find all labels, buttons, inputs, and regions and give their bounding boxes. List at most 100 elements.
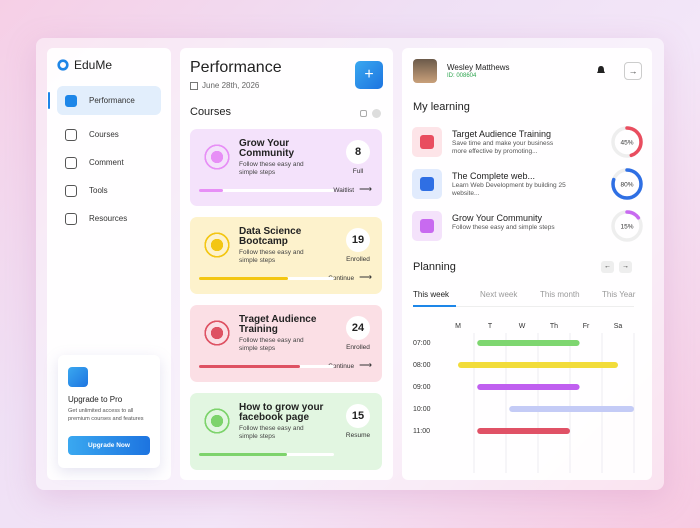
nav-item[interactable]: Courses <box>57 120 161 149</box>
progress-track <box>199 189 334 192</box>
tab[interactable]: This Year <box>602 290 636 299</box>
sidebar: EduMe Performance Courses Comment Tools Reso… <box>47 48 171 480</box>
event-bar[interactable] <box>477 428 570 434</box>
learning-icon-glyph <box>420 177 434 191</box>
course-title: Data Science Bootcamp <box>239 226 302 247</box>
time-label: 07:00 <box>413 340 431 347</box>
nav-item[interactable]: Performance <box>48 86 161 115</box>
active-indicator <box>48 92 50 109</box>
prev-button[interactable]: ← <box>601 261 614 273</box>
time-label: 09:00 <box>413 384 431 391</box>
next-button[interactable]: → <box>619 261 632 273</box>
nav-label: Comment <box>89 158 124 167</box>
course-card[interactable]: Grow Your Community Follow these easy and… <box>190 129 382 206</box>
learning-title[interactable]: The Complete web... <box>452 171 536 181</box>
crown-icon <box>68 367 88 387</box>
action-label: Continue <box>328 275 355 282</box>
nav-icon <box>65 94 77 107</box>
learning-desc: Save time and make your business more ef… <box>452 140 554 155</box>
calendar-icon <box>190 82 198 90</box>
time-label: 10:00 <box>413 406 431 413</box>
nav-item[interactable]: Comment <box>57 148 161 177</box>
course-desc: Follow these easy and simple steps <box>239 425 304 440</box>
add-button[interactable]: + <box>355 61 383 89</box>
course-card[interactable]: Data Science Bootcamp Follow these easy a… <box>190 217 382 294</box>
app-window: EduMe Performance Courses Comment Tools Reso… <box>36 38 664 490</box>
course-action[interactable]: Waitlist ⟶ <box>333 184 372 195</box>
day-label: Sa <box>614 323 623 330</box>
list-view[interactable] <box>372 109 381 118</box>
action-label: Waitlist <box>333 187 355 194</box>
day-label: M <box>455 323 461 330</box>
courses-title: Courses <box>190 106 231 118</box>
course-action[interactable]: Continue ⟶ <box>328 272 372 283</box>
upgrade-text: Get unlimited access to all premium cour… <box>68 408 144 422</box>
course-status: Full <box>352 168 364 175</box>
nav-label: Courses <box>89 130 119 139</box>
progress-track <box>199 277 334 280</box>
nav-icon <box>65 128 77 141</box>
learning-title[interactable]: Grow Your Community <box>452 213 543 223</box>
course-count: 19 <box>346 228 370 252</box>
action-arrow: ⟶ <box>359 272 372 282</box>
upgrade-button[interactable]: Upgrade Now <box>68 436 150 455</box>
ring-value <box>611 168 643 200</box>
event-bar[interactable] <box>477 384 580 390</box>
course-card[interactable]: How to grow your facebook page Follow the… <box>190 393 382 470</box>
logout-button[interactable]: → <box>624 62 642 80</box>
learning-icon-glyph <box>420 135 434 149</box>
nav-label: Tools <box>89 186 108 195</box>
ring-value <box>611 126 643 158</box>
course-title: How to grow your facebook page <box>239 402 324 423</box>
tab[interactable]: This week <box>413 290 450 299</box>
event-bar[interactable] <box>458 362 618 368</box>
tab[interactable]: Next week <box>480 290 518 299</box>
day-label: W <box>519 323 526 330</box>
day-label: Th <box>550 323 558 330</box>
course-illustration <box>200 140 234 174</box>
action-arrow: ⟶ <box>359 184 372 194</box>
event-bar[interactable] <box>477 340 580 346</box>
upgrade-card: Upgrade to Pro Get unlimited access to a… <box>58 355 160 468</box>
grid-view[interactable] <box>360 110 367 117</box>
course-status: Resume <box>345 432 371 439</box>
course-desc: Follow these easy and simple steps <box>239 249 304 264</box>
nav-icon <box>65 184 77 197</box>
tab[interactable]: This month <box>540 290 580 299</box>
course-desc: Follow these easy and simple steps <box>239 337 304 352</box>
event-bar[interactable] <box>509 406 634 412</box>
progress-fill <box>199 277 289 280</box>
user-name: Wesley Matthews <box>447 63 510 72</box>
nav-item[interactable]: Resources <box>57 204 161 233</box>
nav-icon <box>65 156 77 169</box>
tab-underline <box>413 305 456 307</box>
progress-fill <box>199 189 224 192</box>
learning-icon-glyph <box>420 219 434 233</box>
learning-title[interactable]: Target Audience Training <box>452 129 552 139</box>
right-panel: Wesley Matthews ID: 008604 → My learning… <box>402 48 652 480</box>
user-id: ID: 008604 <box>447 73 477 79</box>
avatar <box>413 59 437 83</box>
day-label: T <box>488 323 493 330</box>
logo-icon <box>57 59 69 71</box>
progress-ring: 15% <box>611 210 643 242</box>
brand: EduMe <box>74 58 113 72</box>
course-count: 15 <box>346 404 370 428</box>
date: June 28th, 2026 <box>202 81 260 90</box>
progress-fill <box>199 453 287 456</box>
ring-label: 80% <box>620 182 633 189</box>
learning-desc: Learn Web Development by building 25 web… <box>452 182 566 197</box>
learning-title: My learning <box>413 101 470 113</box>
progress-ring: 80% <box>611 168 643 200</box>
course-action[interactable]: Continue ⟶ <box>328 360 372 371</box>
action-label: Continue <box>328 363 355 370</box>
day-label: Fr <box>583 323 590 330</box>
tab-divider <box>413 306 634 307</box>
course-card[interactable]: Traget Audience Training Follow these eas… <box>190 305 382 382</box>
nav-item[interactable]: Tools <box>57 176 161 205</box>
bell-icon[interactable] <box>596 65 606 75</box>
course-status: Enrolled <box>346 256 370 263</box>
action-arrow: ⟶ <box>359 360 372 370</box>
time-label: 11:00 <box>413 428 430 435</box>
